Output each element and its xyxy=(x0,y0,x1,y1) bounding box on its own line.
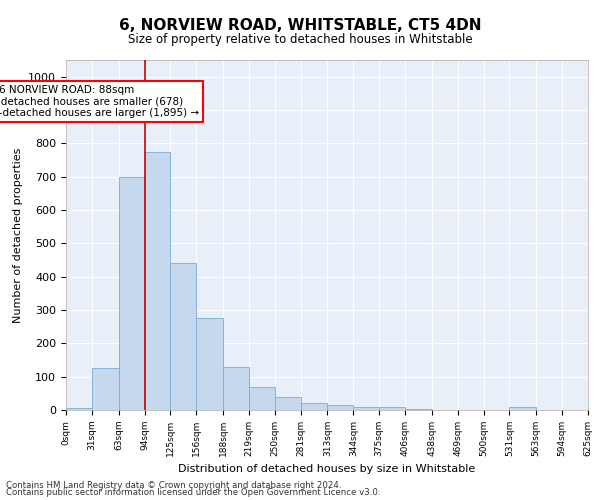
Bar xyxy=(119,176,145,410)
Bar xyxy=(196,318,223,410)
Bar xyxy=(170,264,196,410)
Bar xyxy=(328,405,353,410)
Bar xyxy=(353,406,379,410)
Bar xyxy=(249,386,275,410)
Text: Contains public sector information licensed under the Open Government Licence v3: Contains public sector information licen… xyxy=(6,488,380,497)
Text: Contains HM Land Registry data © Crown copyright and database right 2024.: Contains HM Land Registry data © Crown c… xyxy=(6,480,341,490)
Bar xyxy=(92,368,119,410)
Text: 6 NORVIEW ROAD: 88sqm
← 26% of detached houses are smaller (678)
73% of semi-det: 6 NORVIEW ROAD: 88sqm ← 26% of detached … xyxy=(0,85,199,118)
X-axis label: Distribution of detached houses by size in Whitstable: Distribution of detached houses by size … xyxy=(178,464,476,474)
Text: Size of property relative to detached houses in Whitstable: Size of property relative to detached ho… xyxy=(128,32,472,46)
Bar xyxy=(301,402,328,410)
Bar xyxy=(509,406,536,410)
Bar xyxy=(275,396,301,410)
Bar xyxy=(223,366,249,410)
Bar xyxy=(379,406,405,410)
Y-axis label: Number of detached properties: Number of detached properties xyxy=(13,148,23,322)
Text: 6, NORVIEW ROAD, WHITSTABLE, CT5 4DN: 6, NORVIEW ROAD, WHITSTABLE, CT5 4DN xyxy=(119,18,481,32)
Bar xyxy=(145,152,170,410)
Bar xyxy=(66,408,92,410)
